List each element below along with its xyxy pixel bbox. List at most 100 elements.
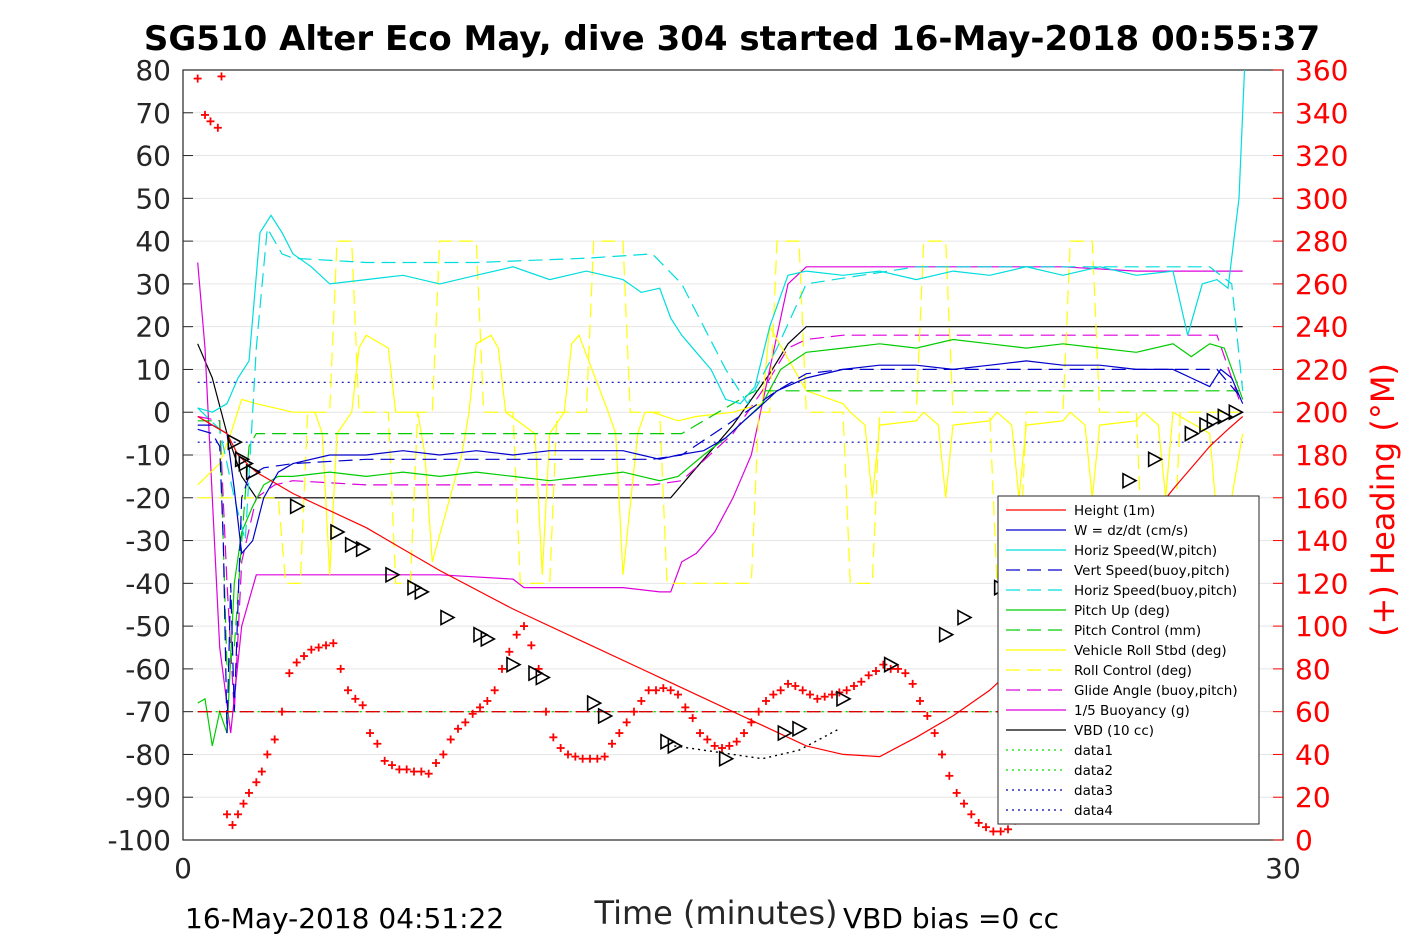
heading-marker bbox=[666, 686, 675, 695]
legend-label: Pitch Up (deg) bbox=[1074, 603, 1170, 619]
heading-marker bbox=[380, 756, 389, 765]
legend-label: Roll Control (deg) bbox=[1074, 663, 1192, 679]
heading-marker bbox=[252, 778, 261, 787]
series-line bbox=[197, 226, 1244, 541]
heading-marker bbox=[228, 821, 237, 830]
y2-tick-label: 20 bbox=[1295, 781, 1331, 814]
series-line bbox=[197, 368, 1240, 734]
triangle-marker bbox=[597, 707, 614, 725]
heading-marker bbox=[257, 767, 266, 776]
triangle-marker bbox=[1217, 408, 1234, 425]
y-tick-label: -30 bbox=[125, 525, 171, 558]
heading-marker bbox=[578, 754, 587, 763]
heading-marker bbox=[703, 735, 712, 744]
heading-marker bbox=[908, 679, 917, 688]
y2-tick-label: 160 bbox=[1295, 482, 1348, 515]
y-tick-label: 30 bbox=[135, 268, 171, 301]
y2-tick-label: 100 bbox=[1295, 610, 1348, 643]
heading-marker bbox=[615, 729, 624, 738]
heading-marker bbox=[600, 752, 609, 761]
heading-marker bbox=[483, 696, 492, 705]
legend-label: Horiz Speed(buoy,pitch) bbox=[1074, 583, 1237, 599]
heading-marker bbox=[193, 74, 202, 83]
y-tick-label: 50 bbox=[135, 182, 171, 215]
triangle-marker bbox=[234, 450, 251, 468]
triangle-marker bbox=[836, 690, 852, 708]
heading-marker bbox=[527, 641, 536, 650]
y-tick-label: -10 bbox=[125, 439, 171, 472]
triangle-marker bbox=[227, 433, 244, 451]
triangle-marker bbox=[473, 626, 489, 644]
triangle-marker bbox=[440, 609, 456, 626]
triangle-marker bbox=[245, 463, 262, 481]
heading-marker bbox=[307, 645, 316, 654]
heading-marker bbox=[239, 799, 248, 808]
y2-tick-label: 280 bbox=[1295, 225, 1348, 258]
heading-marker bbox=[644, 686, 653, 695]
legend-label: data1 bbox=[1074, 743, 1113, 759]
legend-label: Pitch Control (mm) bbox=[1074, 623, 1201, 639]
heading-marker bbox=[1004, 825, 1012, 834]
heading-marker bbox=[461, 718, 470, 727]
y-tick-label: -90 bbox=[125, 781, 171, 814]
heading-marker bbox=[769, 690, 778, 699]
triangle-marker bbox=[777, 724, 794, 742]
heading-marker bbox=[402, 765, 411, 774]
heading-marker bbox=[388, 761, 396, 770]
heading-marker bbox=[322, 641, 330, 650]
triangle-marker bbox=[1228, 403, 1245, 421]
triangle-marker bbox=[407, 579, 423, 596]
triangle-marker bbox=[535, 669, 552, 686]
triangle-marker bbox=[718, 750, 735, 768]
heading-marker bbox=[358, 701, 367, 710]
y2-tick-label: 200 bbox=[1295, 396, 1348, 429]
triangle-marker bbox=[414, 583, 431, 601]
heading-marker bbox=[842, 686, 851, 695]
y2-tick-label: 220 bbox=[1295, 353, 1348, 386]
heading-marker bbox=[292, 658, 301, 667]
heading-marker bbox=[446, 735, 455, 744]
legend-label: Horiz Speed(W,pitch) bbox=[1074, 543, 1217, 559]
y2-tick-label: 40 bbox=[1295, 738, 1331, 771]
heading-marker bbox=[213, 123, 222, 132]
triangle-marker bbox=[289, 497, 306, 515]
heading-marker bbox=[223, 810, 231, 819]
heading-marker bbox=[696, 729, 704, 738]
y2-tick-label: 260 bbox=[1295, 268, 1348, 301]
heading-marker bbox=[454, 724, 462, 733]
heading-marker bbox=[674, 690, 682, 699]
y-tick-label: -60 bbox=[125, 653, 171, 686]
heading-marker bbox=[916, 696, 924, 705]
heading-marker bbox=[960, 799, 968, 808]
y-tick-label: 40 bbox=[135, 225, 171, 258]
heading-marker bbox=[490, 686, 499, 695]
triangle-marker bbox=[238, 455, 255, 472]
plot-area: 80706050403020100-10-20-30-40-50-60-70-8… bbox=[107, 54, 1348, 885]
legend-label: data3 bbox=[1074, 783, 1113, 799]
legend-label: data4 bbox=[1074, 803, 1113, 819]
triangle-marker bbox=[660, 733, 676, 750]
triangle-marker bbox=[938, 626, 955, 644]
heading-marker bbox=[520, 622, 528, 631]
legend-label: VBD (10 cc) bbox=[1074, 723, 1154, 739]
heading-marker bbox=[791, 682, 800, 690]
triangle-marker bbox=[506, 656, 522, 673]
triangle-marker bbox=[792, 720, 808, 738]
heading-marker bbox=[982, 823, 990, 832]
y-tick-label: 60 bbox=[135, 140, 171, 173]
heading-marker bbox=[234, 810, 242, 819]
heading-marker bbox=[373, 739, 382, 748]
footer-vbd-bias: VBD bias =0 cc bbox=[843, 902, 1059, 935]
y-tick-label: 80 bbox=[135, 54, 171, 87]
heading-marker bbox=[864, 671, 873, 680]
heading-marker bbox=[593, 754, 602, 763]
triangle-marker bbox=[344, 536, 361, 554]
heading-marker bbox=[762, 696, 770, 705]
heading-marker bbox=[410, 767, 418, 776]
heading-marker bbox=[732, 737, 741, 746]
triangle-marker bbox=[957, 609, 973, 626]
heading-marker bbox=[498, 664, 506, 673]
heading-marker bbox=[608, 739, 616, 748]
triangle-marker bbox=[1122, 472, 1138, 490]
